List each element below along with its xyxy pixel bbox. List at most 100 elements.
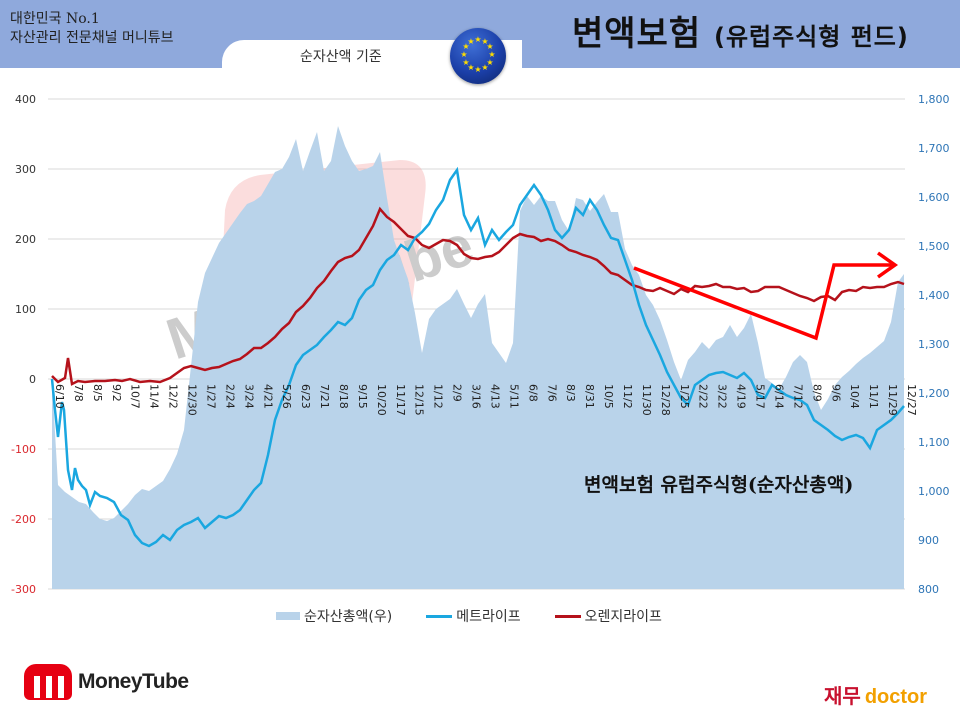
legend-label-metlife: 메트라이프 (456, 609, 521, 625)
x-tick-label: 5/11 (507, 384, 520, 409)
line-swatch-icon (554, 614, 581, 618)
jaemu-logo-text: 재무 (824, 684, 861, 708)
x-tick-label: 10/4 (848, 384, 861, 409)
moneytube-logo-text: MoneyTube (78, 670, 189, 693)
jaemu-doctor-logo: 재무 doctor (824, 680, 927, 709)
svg-text:1,700: 1,700 (918, 142, 950, 155)
area-swatch-icon (276, 612, 300, 620)
svg-text:-300: -300 (11, 583, 36, 596)
doctor-logo-text: doctor (864, 686, 928, 708)
x-tick-label: 12/30 (186, 384, 199, 416)
brand-line1: 대한민국 No.1 (10, 11, 100, 27)
x-tick-label: 11/2 (621, 384, 634, 409)
svg-text:1,200: 1,200 (918, 387, 950, 400)
x-tick-label: 11/4 (148, 384, 161, 409)
svg-text:300: 300 (15, 163, 36, 176)
x-tick-label: 11/17 (394, 384, 407, 416)
legend-item-net-assets: 순자산총액(우) (276, 606, 392, 626)
orangelife-line (51, 206, 905, 386)
x-tick-label: 12/15 (413, 384, 426, 416)
svg-text:★: ★ (474, 65, 481, 74)
x-tick-label: 7/21 (318, 384, 331, 409)
svg-text:★: ★ (467, 37, 474, 46)
x-tick-label: 6/23 (299, 384, 312, 409)
metlife-line (50, 166, 905, 548)
svg-text:400: 400 (15, 93, 36, 106)
x-tick-label: 6/14 (772, 384, 785, 409)
x-tick-label: 5/17 (754, 384, 767, 409)
svg-text:★: ★ (462, 58, 469, 67)
x-tick-label: 4/21 (261, 384, 274, 409)
x-tick-label: 11/29 (886, 384, 899, 416)
svg-text:★: ★ (486, 58, 493, 67)
x-tick-label: 12/28 (659, 384, 672, 416)
page-title-main: 변액보험 (572, 14, 702, 54)
x-tick-label: 8/9 (810, 384, 823, 402)
svg-text:100: 100 (15, 303, 36, 316)
x-tick-label: 3/24 (242, 384, 255, 409)
svg-text:★: ★ (488, 50, 495, 59)
svg-text:1,300: 1,300 (918, 338, 950, 351)
x-tick-label: 7/8 (72, 384, 85, 402)
trend-arrow-icon (633, 251, 899, 341)
moneytube-logo: MoneyTube (24, 664, 189, 700)
legend-item-orangelife: 오렌지라이프 (554, 606, 662, 626)
eu-flag-icon: ★ ★ ★ ★ ★ ★ ★ ★ ★ ★ ★ ★ (450, 28, 506, 84)
line-swatch-icon (426, 614, 453, 618)
x-tick-label: 2/22 (697, 384, 710, 409)
legend-label-orangelife: 오렌지라이프 (584, 609, 662, 625)
x-tick-label: 8/3 (564, 384, 577, 402)
x-tick-label: 6/8 (526, 384, 539, 402)
right-axis: 1,800 1,700 1,600 1,500 1,400 1,300 1,200 1,1… (918, 93, 950, 596)
x-tick-label: 9/15 (356, 384, 369, 409)
svg-text:★: ★ (460, 50, 467, 59)
x-tick-label: 2/9 (451, 384, 464, 402)
x-tick-label: 1/12 (432, 384, 445, 409)
svg-text:-100: -100 (11, 443, 36, 456)
x-tick-label: 11/30 (640, 384, 653, 416)
svg-text:200: 200 (15, 233, 36, 246)
x-tick-label: 7/12 (791, 384, 804, 409)
svg-text:1,400: 1,400 (918, 289, 950, 302)
svg-text:★: ★ (474, 35, 481, 44)
legend-item-metlife: 메트라이프 (426, 606, 521, 626)
svg-text:0: 0 (29, 373, 36, 386)
legend-label-net-assets: 순자산총액(우) (304, 609, 393, 625)
x-tick-label: 1/27 (204, 384, 217, 409)
svg-text:★: ★ (462, 42, 469, 51)
x-tick-label: 5/26 (280, 384, 293, 409)
x-tick-label: 10/20 (375, 384, 388, 416)
moneytube-m-icon (24, 664, 72, 700)
page-title-sub: (유럽주식형 펀드) (713, 23, 909, 51)
page-title: 변액보험 (유럽주식형 펀드) (572, 6, 909, 55)
x-tick-label: 2/24 (223, 384, 236, 409)
x-tick-label: 11/1 (867, 384, 880, 409)
svg-text:1,800: 1,800 (918, 93, 950, 106)
svg-text:★: ★ (481, 37, 488, 46)
brand-line2: 자산관리 전문채널 머니튜브 (10, 30, 174, 46)
chart-legend: 순자산총액(우) 메트라이프 오렌지라이프 (276, 606, 696, 626)
x-tick-label: 4/19 (735, 384, 748, 409)
x-tick-label: 8/31 (583, 384, 596, 409)
svg-text:★: ★ (467, 63, 474, 72)
eu-stars-icon: ★ ★★ ★★★ ★★★ ★★★ (460, 35, 495, 74)
net-assets-area (52, 126, 904, 589)
svg-text:★: ★ (481, 63, 488, 72)
left-axis: 400 300 200 100 0 -100 -200 -300 (11, 93, 36, 596)
x-tick-label: 12/2 (167, 384, 180, 409)
x-tick-label: 4/13 (488, 384, 501, 409)
x-tick-label: 10/5 (602, 384, 615, 409)
svg-text:900: 900 (918, 534, 939, 547)
svg-text:1,100: 1,100 (918, 436, 950, 449)
x-tick-label: 3/22 (716, 384, 729, 409)
x-tick-label: 1/25 (678, 384, 691, 409)
x-tick-label: 3/16 (470, 384, 483, 409)
x-tick-label: 6/10 (53, 384, 66, 409)
svg-text:★: ★ (486, 42, 493, 51)
svg-text:1,600: 1,600 (918, 191, 950, 204)
subtitle: 순자산액 기준 (300, 49, 382, 65)
chart-annotation: 변액보험 유럽주식형(순자산총액) (584, 474, 854, 496)
x-tick-label: 9/2 (110, 384, 123, 402)
svg-text:800: 800 (918, 583, 939, 596)
svg-text:-200: -200 (11, 513, 36, 526)
